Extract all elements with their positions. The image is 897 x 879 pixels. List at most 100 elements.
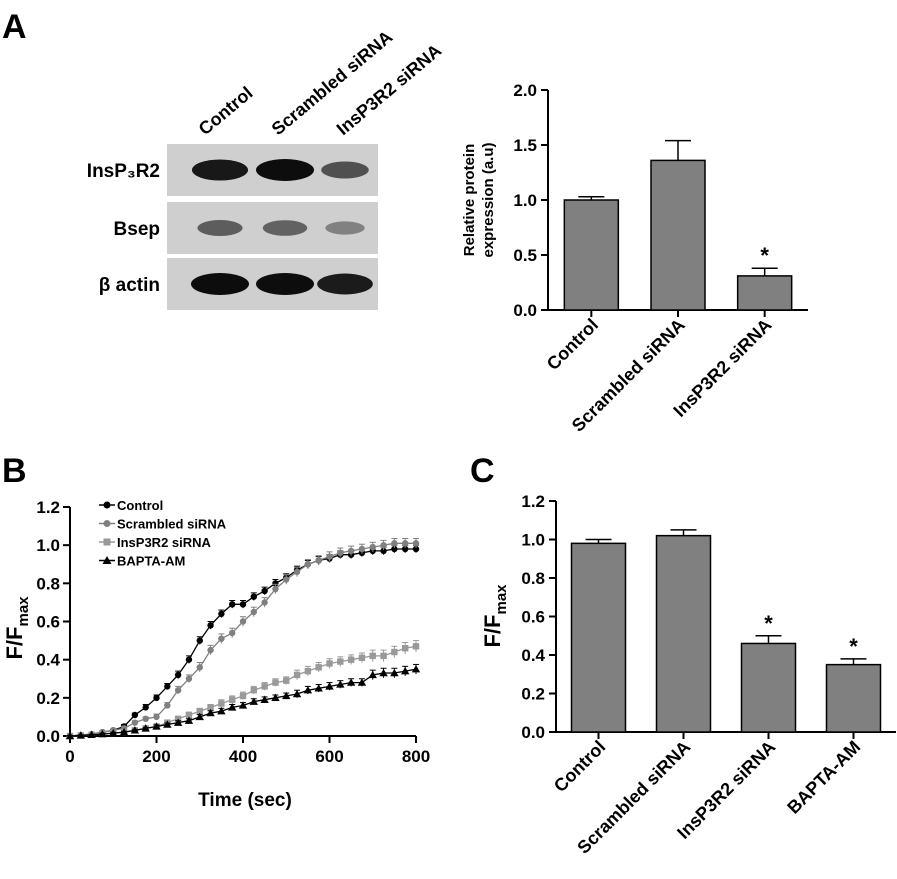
blot-band [191, 159, 249, 181]
data-point [217, 706, 226, 715]
blot-band [256, 273, 314, 295]
data-point [391, 540, 398, 547]
data-point [260, 695, 269, 703]
y-tick-label: 0.0 [36, 727, 60, 746]
series-control [66, 544, 420, 740]
data-point [293, 568, 301, 576]
x-tick-label: 800 [402, 747, 430, 766]
y-tick-label: 0.8 [521, 569, 545, 588]
y-tick-label: 0.6 [36, 613, 60, 632]
data-point [369, 652, 376, 660]
data-point [304, 667, 312, 675]
data-point [131, 719, 139, 726]
y-tick-label: 0.8 [36, 574, 60, 593]
data-point [347, 547, 355, 555]
y-tick-label: 0.5 [513, 246, 537, 265]
data-point [325, 682, 334, 690]
data-point [412, 540, 420, 547]
data-point [206, 708, 215, 717]
blot-row-label: InsP₃R2 [87, 161, 160, 182]
data-point [271, 693, 280, 702]
data-point [401, 545, 409, 553]
y-tick-label: 1.2 [521, 492, 545, 511]
data-point [218, 700, 225, 707]
data-point [272, 585, 279, 593]
data-point [238, 701, 248, 709]
data-point [337, 549, 344, 556]
data-point [185, 656, 193, 663]
y-tick-label: 1.0 [521, 531, 545, 550]
data-point [174, 671, 182, 679]
data-point [142, 704, 149, 711]
panel-letter-a: A [2, 8, 27, 46]
data-point [272, 679, 279, 686]
blot-band [325, 221, 365, 235]
blot-band [256, 159, 314, 181]
y-axis-label: F/Fmax [480, 584, 510, 648]
data-point [87, 730, 96, 739]
blot-band [317, 273, 373, 295]
y-axis-label-main: F/F [2, 627, 27, 660]
data-point [314, 684, 323, 692]
blot-row-label: β actin [99, 275, 160, 296]
series-bapta-am [65, 663, 421, 740]
panel-letter-b: B [2, 452, 27, 490]
y-tick-label: 0.0 [513, 301, 537, 320]
data-point [272, 580, 279, 587]
data-point [228, 629, 236, 637]
data-point [109, 728, 118, 737]
data-point [163, 720, 172, 728]
x-tick-label: 600 [315, 747, 343, 766]
data-point [261, 599, 268, 606]
data-point [153, 713, 160, 721]
significance-marker: * [764, 611, 773, 636]
x-tick-label: Control [543, 315, 602, 374]
data-point [228, 696, 236, 703]
x-tick-label: Control [550, 737, 609, 796]
data-point [283, 677, 290, 684]
bar [570, 542, 627, 733]
bar [650, 159, 706, 311]
y-tick-label: 0.2 [521, 685, 545, 704]
data-point [130, 726, 140, 734]
data-point [303, 686, 313, 694]
data-point [412, 545, 420, 553]
y-axis-label-line: expression (a.u) [480, 142, 497, 257]
data-point [380, 541, 387, 549]
data-point [390, 668, 399, 677]
data-point [326, 660, 333, 667]
data-point [304, 561, 312, 568]
data-point [315, 557, 322, 564]
legend-label: Scrambled siRNA [117, 517, 227, 532]
legend: Control Scrambled siRNA InsP3R2 siRNA BAPTA… [99, 498, 227, 569]
significance-marker: * [760, 243, 769, 268]
data-point [185, 711, 193, 719]
y-tick-label: 0.4 [521, 646, 545, 665]
data-point [400, 666, 410, 675]
data-point [401, 645, 409, 652]
data-point [346, 678, 356, 686]
data-point [196, 707, 203, 715]
data-point [336, 680, 345, 688]
data-point [218, 610, 225, 618]
y-tick-label: 0.6 [521, 608, 545, 627]
data-point [102, 556, 112, 564]
blot-lane-label: Control [195, 83, 257, 139]
data-point [153, 694, 160, 702]
y-tick-label: 0.4 [36, 651, 60, 670]
bar [655, 534, 712, 733]
data-point [185, 675, 193, 682]
data-point [142, 715, 149, 723]
y-tick-label: 1.5 [513, 136, 537, 155]
data-point [357, 678, 367, 686]
bar [736, 275, 793, 311]
data-point [412, 643, 420, 650]
data-point [391, 545, 398, 553]
y-tick-label: 1.0 [36, 536, 60, 555]
data-point [261, 587, 268, 595]
data-point [380, 547, 387, 555]
y-axis-label-main: F/F [480, 615, 505, 648]
y-axis-label: F/Fmax [2, 596, 32, 660]
data-point [141, 724, 150, 732]
